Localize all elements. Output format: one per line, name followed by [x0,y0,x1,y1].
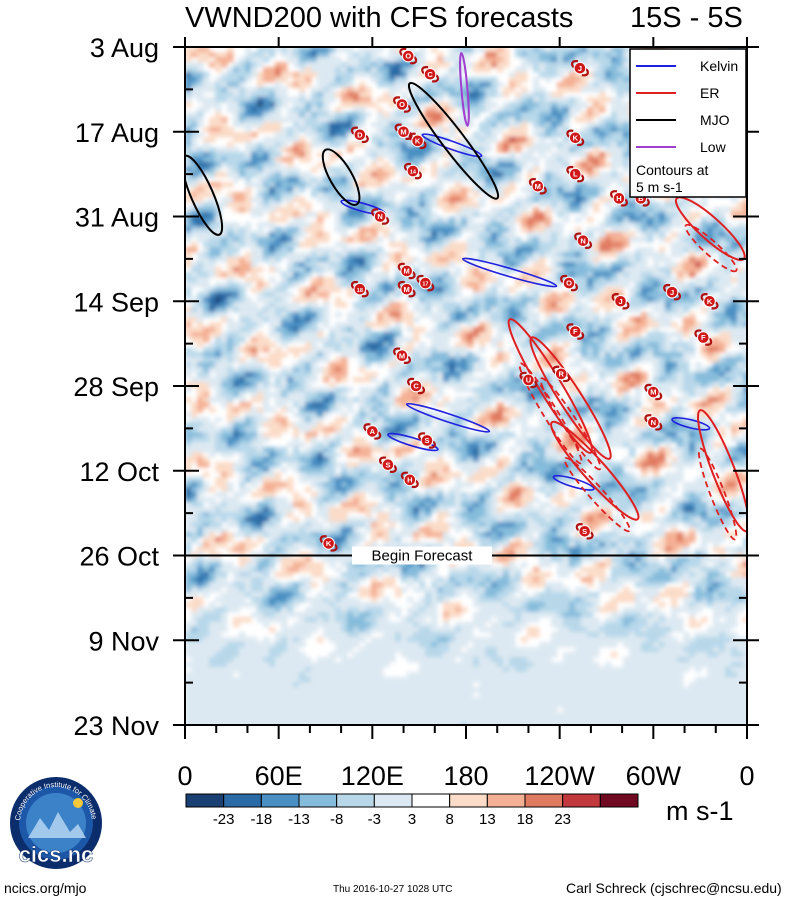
storm-label: S [385,460,390,469]
x-tick-label: 120E [341,761,404,791]
storm-label: F [701,333,706,342]
colorbar-cell [374,794,412,807]
x-axis-labels: 0 60E 120E 180 120W 60W 0 [177,761,754,791]
storm-label: J [670,288,674,297]
colorbar-cell [563,794,601,807]
y-tick-label: 12 Oct [79,457,159,487]
y-tick-label: 9 Nov [88,626,159,656]
y-axis-labels: 3 Aug 17 Aug 31 Aug 14 Sep 28 Sep 12 Oct 26 Oc… [73,33,159,741]
colorbar-cell [261,794,299,807]
colorbar-tick-label: -18 [250,811,272,828]
colorbar-cell [299,794,337,807]
storm-label: M [535,182,541,191]
colorbar-cell [450,794,488,807]
y-tick-label: 31 Aug [75,203,159,233]
storm-label: N [377,212,382,221]
logo-text: cics.nc [19,842,94,867]
storm-label: 14 [410,170,417,176]
storm-label: K [415,136,421,145]
storm-label: L [573,170,578,179]
forecast-label: Begin Forecast [372,548,474,565]
storm-label: M [404,267,410,276]
y-tick-label: 14 Sep [73,287,159,317]
y-tick-label: 23 Nov [73,711,159,741]
storm-label: N [651,418,656,427]
storm-label: A [370,427,376,436]
storm-label: J [578,64,582,73]
storm-label: O [405,52,411,61]
x-tick-label: 0 [739,761,754,791]
storm-label: H [407,475,412,484]
colorbar-tick-label: -8 [330,811,343,828]
colorbar-tick-label: -23 [213,811,235,828]
issue-timestamp: Thu 2016-10-27 1028 UTC [333,884,453,895]
chart-figure: Begin Forecast OCJOMKD KLM14NH BNM18 M17 OJK… [0,0,809,907]
storm-label: M [404,285,410,294]
legend-label-kelvin: Kelvin [700,58,738,74]
site-url[interactable]: ncics.org/mjo [4,880,86,896]
colorbar-tick-label: 13 [479,811,496,828]
legend-note: Contours at [636,162,708,178]
colorbar-cell [186,794,224,807]
x-tick-label: 60E [255,761,303,791]
colorbar-tick-label: 8 [445,811,453,828]
storm-label: R [559,369,565,378]
storm-label: K [326,539,332,548]
legend: Kelvin ER MJO Low Contours at5 m s-1 [630,49,746,197]
storm-label: 17 [422,282,428,288]
colorbar-tick-label: 18 [517,811,534,828]
storm-label: J [618,297,622,306]
cics-logo: Cooperative Institute for Climate and Sa… [0,764,102,869]
x-tick-label: 60W [626,761,682,791]
storm-label: D [357,130,363,139]
storm-label: U [526,376,531,385]
storm-label: H [616,194,621,203]
colorbar-cell [224,794,262,807]
storm-label: O [399,100,405,109]
storm-label: M [399,351,405,360]
colorbar-cell [337,794,375,807]
colorbar-unit: m s-1 [666,796,734,826]
colorbar-cell [412,794,450,807]
storm-label: C [413,382,419,391]
x-tick-label: 0 [177,761,192,791]
legend-label-er: ER [700,85,719,101]
y-tick-label: 17 Aug [75,118,159,148]
storm-label: O [566,279,572,288]
storm-label: K [573,133,579,142]
colorbar-cell [600,794,638,807]
storm-label: C [427,70,433,79]
legend-label-mjo: MJO [700,112,730,128]
colorbar-tick-label: -13 [288,811,310,828]
storm-label: 18 [357,288,363,294]
y-tick-label: 26 Oct [79,542,159,572]
colorbar-tick-label: 23 [554,811,571,828]
storm-label: M [400,127,406,136]
colorbar-tick-label: -3 [368,811,381,828]
x-tick-label: 180 [443,761,488,791]
y-tick-label: 3 Aug [90,33,159,63]
author-credit: Carl Schreck (cjschrec@ncsu.edu) [566,880,782,896]
x-tick-label: 120W [524,761,595,791]
storm-label: F [573,327,578,336]
colorbar-tick-label: 3 [408,811,416,828]
storm-label: N [580,236,585,245]
storm-label: S [582,527,587,536]
colorbar: -23 -18 -13 -8 -3 3 8 13 18 23 m s-1 [186,794,734,828]
legend-label-low: Low [700,139,727,155]
y-tick-label: 28 Sep [73,372,159,402]
storm-label: S [424,436,429,445]
storm-label: K [707,297,713,306]
storm-label: M [650,388,656,397]
legend-note: 5 m s-1 [636,179,683,195]
colorbar-cell [487,794,525,807]
colorbar-cell [525,794,563,807]
